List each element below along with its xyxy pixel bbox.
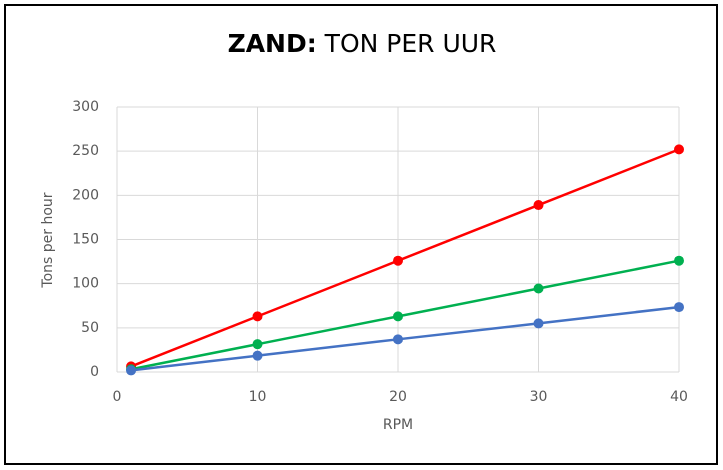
- data-point: [252, 311, 263, 322]
- data-point: [393, 334, 403, 345]
- y-tick-label: 200: [72, 187, 99, 203]
- data-point: [393, 311, 403, 322]
- y-tick-label: 150: [72, 232, 99, 248]
- data-point: [393, 255, 403, 266]
- data-point: [674, 144, 684, 155]
- x-tick-label: 20: [389, 389, 407, 405]
- x-axis-label: RPM: [383, 417, 413, 433]
- data-point: [674, 255, 684, 266]
- data-point: [533, 318, 544, 329]
- x-tick-label: 40: [670, 389, 688, 405]
- y-tick-label: 300: [72, 99, 99, 115]
- x-tick-label: 10: [249, 389, 267, 405]
- y-tick-label: 250: [72, 143, 99, 159]
- y-tick-label: 0: [90, 364, 99, 380]
- title-rest: TON PER UUR: [324, 29, 497, 58]
- y-axis-label: Tons per hour: [40, 192, 56, 288]
- data-point: [252, 350, 263, 361]
- data-point: [533, 283, 544, 294]
- y-tick-label: 50: [81, 320, 99, 336]
- x-tick-label: 30: [530, 389, 548, 405]
- x-tick-label: 0: [113, 389, 122, 405]
- data-point: [126, 365, 137, 376]
- data-point: [674, 302, 684, 313]
- data-point: [533, 200, 544, 211]
- chart-border: [4, 4, 718, 465]
- chart-title: ZAND: TON PER UUR: [228, 29, 497, 58]
- y-tick-label: 100: [72, 276, 99, 292]
- title-bold: ZAND:: [228, 29, 317, 58]
- data-point: [252, 339, 263, 350]
